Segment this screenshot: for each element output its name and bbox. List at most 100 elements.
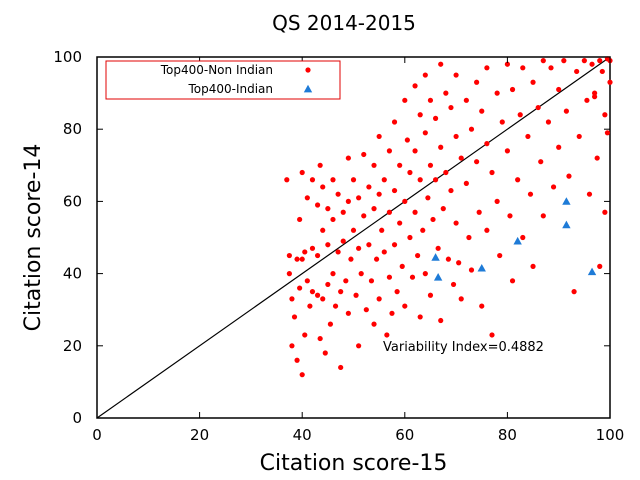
point-non-indian bbox=[489, 169, 495, 176]
point-non-indian bbox=[407, 169, 413, 176]
point-non-indian bbox=[432, 115, 439, 121]
point-non-indian bbox=[284, 177, 290, 183]
point-non-indian bbox=[515, 177, 521, 183]
point-non-indian bbox=[499, 119, 505, 125]
point-non-indian bbox=[309, 289, 316, 295]
point-non-indian bbox=[520, 65, 526, 71]
point-non-indian bbox=[607, 79, 613, 85]
point-indian bbox=[587, 267, 597, 276]
point-non-indian bbox=[453, 133, 459, 140]
point-non-indian bbox=[563, 108, 569, 114]
point-non-indian bbox=[379, 227, 385, 233]
x-axis-label: Citation score-15 bbox=[260, 451, 448, 476]
point-non-indian bbox=[402, 97, 408, 103]
x-tick-label: 100 bbox=[596, 426, 625, 444]
point-non-indian bbox=[394, 289, 400, 295]
point-non-indian bbox=[548, 65, 554, 71]
point-non-indian bbox=[294, 256, 300, 262]
point-non-indian bbox=[427, 97, 434, 103]
point-non-indian bbox=[417, 314, 423, 320]
point-indian bbox=[562, 220, 571, 229]
point-non-indian bbox=[299, 169, 305, 176]
x-tick-label: 20 bbox=[190, 426, 209, 444]
point-non-indian bbox=[402, 198, 408, 204]
point-non-indian bbox=[307, 303, 313, 309]
point-non-indian bbox=[484, 227, 490, 233]
point-non-indian bbox=[386, 274, 393, 280]
point-non-indian bbox=[294, 357, 300, 363]
y-tick-label: 80 bbox=[63, 120, 82, 138]
point-indian bbox=[433, 273, 443, 281]
point-non-indian bbox=[574, 68, 580, 75]
point-non-indian bbox=[592, 94, 598, 100]
x-tick-label: 0 bbox=[92, 426, 102, 444]
point-non-indian bbox=[338, 289, 344, 295]
point-non-indian bbox=[376, 133, 382, 140]
point-non-indian bbox=[458, 155, 464, 161]
point-non-indian bbox=[443, 90, 449, 96]
point-non-indian bbox=[597, 263, 603, 269]
point-indian bbox=[431, 253, 440, 261]
point-non-indian bbox=[297, 216, 303, 223]
point-non-indian bbox=[299, 256, 305, 262]
point-non-indian bbox=[348, 256, 354, 262]
point-non-indian bbox=[304, 195, 310, 201]
chart-title: QS 2014-2015 bbox=[272, 11, 416, 35]
legend: Top400-Non Indian Top400-Indian bbox=[105, 60, 341, 100]
point-non-indian bbox=[440, 206, 446, 212]
point-non-indian bbox=[535, 104, 541, 111]
point-non-indian bbox=[566, 173, 572, 179]
point-non-indian bbox=[507, 213, 513, 219]
point-non-indian bbox=[509, 278, 516, 284]
point-non-indian bbox=[597, 58, 603, 64]
point-non-indian bbox=[530, 263, 536, 269]
point-non-indian bbox=[425, 195, 431, 201]
point-non-indian bbox=[291, 314, 298, 320]
point-non-indian bbox=[474, 79, 480, 85]
point-non-indian bbox=[468, 126, 475, 132]
point-non-indian bbox=[381, 177, 387, 183]
point-non-indian bbox=[402, 303, 408, 309]
point-non-indian bbox=[474, 159, 480, 165]
point-non-indian bbox=[314, 292, 321, 298]
point-non-indian bbox=[345, 310, 351, 316]
point-non-indian bbox=[386, 148, 393, 154]
point-non-indian bbox=[286, 271, 292, 277]
point-non-indian bbox=[504, 148, 510, 154]
plot-area bbox=[96, 56, 611, 419]
point-non-indian bbox=[550, 184, 557, 190]
point-non-indian bbox=[404, 137, 410, 143]
legend-marker-non-indian bbox=[305, 67, 311, 73]
point-non-indian bbox=[484, 141, 490, 147]
point-non-indian bbox=[525, 133, 531, 140]
point-non-indian bbox=[371, 162, 377, 168]
point-non-indian bbox=[415, 252, 421, 259]
point-non-indian bbox=[320, 227, 326, 233]
point-non-indian bbox=[345, 155, 351, 161]
y-tick-label: 0 bbox=[72, 409, 82, 427]
point-non-indian bbox=[453, 72, 459, 78]
point-indian bbox=[477, 263, 486, 272]
point-non-indian bbox=[443, 169, 449, 176]
point-non-indian bbox=[343, 278, 349, 284]
point-non-indian bbox=[366, 242, 372, 248]
point-non-indian bbox=[397, 162, 403, 168]
point-non-indian bbox=[497, 252, 503, 259]
point-non-indian bbox=[356, 343, 362, 349]
point-non-indian bbox=[484, 65, 490, 71]
point-non-indian bbox=[299, 372, 305, 378]
point-non-indian bbox=[604, 130, 611, 136]
x-tick-label: 40 bbox=[293, 426, 312, 444]
point-non-indian bbox=[325, 206, 331, 212]
point-non-indian bbox=[412, 148, 418, 154]
point-non-indian bbox=[345, 198, 351, 204]
point-non-indian bbox=[314, 202, 321, 208]
point-non-indian bbox=[397, 220, 403, 226]
point-non-indian bbox=[504, 61, 510, 67]
point-non-indian bbox=[412, 83, 418, 89]
point-non-indian bbox=[517, 112, 523, 118]
legend-box bbox=[105, 60, 341, 100]
point-non-indian bbox=[430, 216, 436, 223]
point-non-indian bbox=[445, 256, 452, 262]
legend-label-non-indian: Top400-Non Indian bbox=[160, 63, 273, 77]
